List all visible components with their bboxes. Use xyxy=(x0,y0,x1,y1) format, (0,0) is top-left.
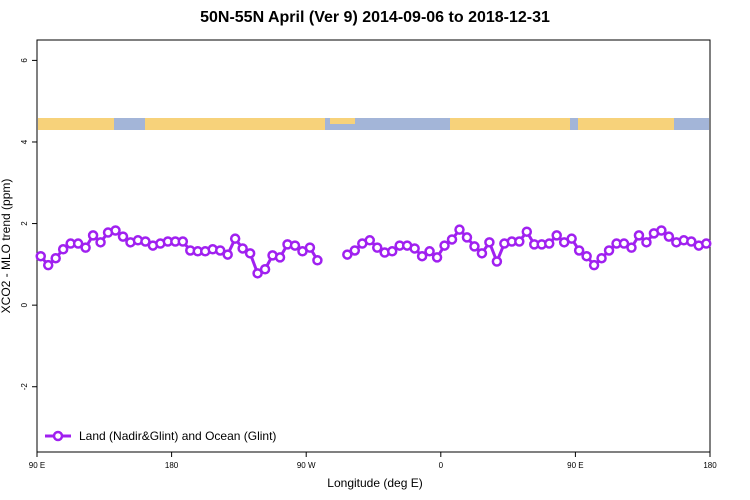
point xyxy=(641,237,652,248)
point xyxy=(72,238,84,249)
x-tick-label: 180 xyxy=(703,461,717,470)
point xyxy=(274,252,286,263)
point xyxy=(312,255,323,266)
point xyxy=(87,230,99,241)
land-ocean-band xyxy=(38,118,709,130)
point xyxy=(304,242,316,253)
point xyxy=(566,233,577,244)
x-axis-title: Longitude (deg E) xyxy=(327,476,422,490)
point xyxy=(80,242,91,253)
land-band xyxy=(38,118,114,130)
point xyxy=(409,243,420,254)
point xyxy=(110,225,121,236)
y-tick-label: -2 xyxy=(20,383,29,391)
point xyxy=(656,225,667,236)
point xyxy=(484,237,495,248)
point xyxy=(371,242,383,253)
x-tick-label: 90 E xyxy=(567,461,583,470)
x-tick-label: 180 xyxy=(165,461,179,470)
point xyxy=(289,240,301,251)
point xyxy=(42,259,54,271)
point xyxy=(514,236,525,247)
land-band xyxy=(578,118,674,130)
point xyxy=(222,249,233,260)
point xyxy=(461,232,473,243)
y-axis-title: XCO2 - MLO trend (ppm) xyxy=(0,179,13,314)
point xyxy=(252,268,263,279)
x-tick-label: 90 E xyxy=(29,461,45,470)
point xyxy=(626,242,637,253)
point xyxy=(663,231,675,242)
point xyxy=(95,237,106,248)
y-tick-label: 6 xyxy=(20,58,29,63)
point xyxy=(618,238,630,249)
point xyxy=(237,243,248,254)
point xyxy=(596,252,607,264)
point xyxy=(551,230,562,241)
point xyxy=(177,236,189,247)
point xyxy=(424,246,435,257)
point xyxy=(386,246,398,257)
point xyxy=(446,234,458,245)
point xyxy=(244,248,256,259)
point xyxy=(431,252,443,263)
point xyxy=(476,248,488,259)
point xyxy=(35,250,46,262)
point xyxy=(50,252,61,264)
point xyxy=(229,233,241,244)
legend-label: Land (Nadir&Glint) and Ocean (Glint) xyxy=(79,429,276,443)
point xyxy=(349,245,361,256)
point xyxy=(214,245,226,256)
point xyxy=(117,231,129,242)
point xyxy=(364,235,376,246)
y-tick-label: 0 xyxy=(20,302,29,307)
point xyxy=(573,245,585,256)
point xyxy=(454,224,465,235)
point xyxy=(140,236,151,247)
land-band xyxy=(145,118,325,130)
point xyxy=(686,236,697,247)
point xyxy=(701,238,712,249)
point xyxy=(491,256,503,267)
point xyxy=(543,238,555,249)
point xyxy=(588,259,600,271)
point xyxy=(342,249,353,260)
legend-marker xyxy=(52,430,64,442)
land-band xyxy=(330,118,355,124)
point xyxy=(469,241,480,252)
point xyxy=(57,244,69,255)
x-tick-label: 90 W xyxy=(297,461,316,470)
chart-title: 50N-55N April (Ver 9) 2014-09-06 to 2018… xyxy=(200,9,550,26)
point xyxy=(581,250,592,262)
point xyxy=(259,264,271,275)
point xyxy=(603,245,615,256)
point xyxy=(521,226,533,237)
y-tick-label: 4 xyxy=(20,139,29,144)
point xyxy=(416,250,428,262)
x-tick-label: 0 xyxy=(439,461,444,470)
land-band xyxy=(450,118,570,130)
y-tick-label: 2 xyxy=(20,221,29,226)
point xyxy=(439,240,450,251)
point xyxy=(633,230,645,241)
